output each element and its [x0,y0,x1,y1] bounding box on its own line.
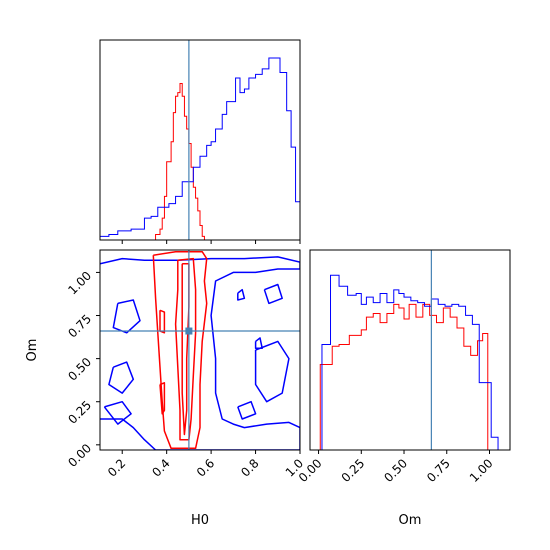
blue-contour [103,400,132,425]
truth-marker [185,327,193,335]
om-y-tick-label: 0.00 [65,441,94,470]
om-x-tick-label: 0.50 [381,456,410,485]
om-y-tick-label: 0.25 [65,398,94,427]
om-y-axis-label: Om [25,339,40,362]
h0-tick-label: 0.2 [105,456,128,479]
red-contour [159,309,166,334]
om-y-axis-ticks: 0.00 0.25 0.50 0.75 1.00 [65,269,100,470]
om-y-tick-label: 0.75 [65,312,94,341]
blue-contour [254,340,290,403]
om-red-histogram [318,303,492,451]
h0-x-axis-ticks: 0.2 0.4 0.6 0.8 1.0 [105,450,306,480]
om-x-axis-label: Om [399,513,422,528]
h0-blue-histogram [99,57,300,240]
om-x-tick-label: 1.00 [467,456,496,485]
blue-contour [237,288,246,301]
blue-contour [237,400,257,420]
blue-contour [100,256,300,450]
om-x-tick-label: 0.75 [424,456,453,485]
om-y-tick-label: 1.00 [65,269,94,298]
blue-contour [108,361,135,394]
blue-contour [263,283,283,305]
blue-contour [254,337,263,350]
h0-tick-label: 0.4 [149,456,172,479]
h0-tick-label: 0.6 [194,456,217,479]
h0-marginal-ticks [121,240,301,244]
h0-om-contour-panel: 0.2 0.4 0.6 0.8 1.0 0.000.250.500.751.00 [65,249,306,480]
h0-marginal-panel [99,39,301,244]
blue-contour [112,299,141,334]
om-marginal-panel: 0.00 0.25 0.50 0.75 1.00 [296,249,511,485]
red-contour [159,382,166,415]
h0-histograms [99,57,300,241]
om-x-tick-label: 0.25 [339,456,368,485]
h0-axis-label: H0 [191,513,209,528]
om-x-axis-ticks: 0.00 0.25 0.50 0.75 1.00 [296,450,496,485]
om-histograms [310,274,503,451]
h0-red-histogram [100,82,209,241]
om-blue-histogram [310,274,503,451]
om-y-tick-label: 0.50 [65,355,94,384]
h0-tick-label: 0.8 [238,456,261,479]
red-contour [152,250,208,450]
